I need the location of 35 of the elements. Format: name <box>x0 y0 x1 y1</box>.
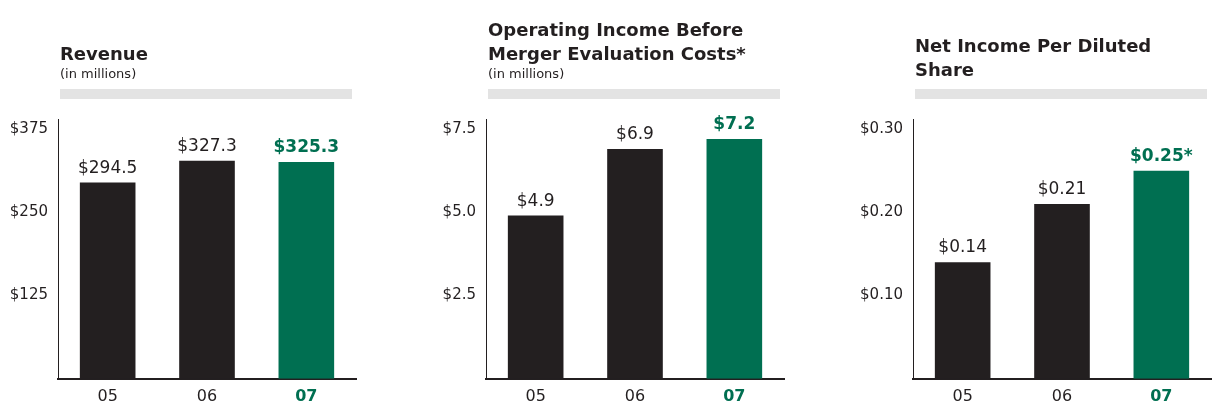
x-tick-label: 05 <box>97 385 118 405</box>
data-label: $0.21 <box>1037 177 1087 198</box>
data-label: $325.3 <box>273 136 340 157</box>
x-tick-label: 05 <box>952 385 973 405</box>
data-label: $6.9 <box>616 122 654 143</box>
y-tick-label: $7.5 <box>442 118 476 137</box>
data-label: $0.14 <box>938 236 987 257</box>
x-tick-label: 07 <box>723 385 746 405</box>
x-tick-label: 07 <box>295 385 318 405</box>
data-label: $294.5 <box>77 156 138 177</box>
chart-title: Operating Income Before Merger Evaluation Costs* <box>488 18 747 66</box>
x-tick-label: 06 <box>196 385 218 405</box>
y-tick-label: $2.5 <box>442 285 476 304</box>
data-label: $4.9 <box>516 189 555 210</box>
y-tick-label: $250 <box>9 202 48 221</box>
y-tick-label: $375 <box>9 118 48 137</box>
bar <box>1133 170 1190 379</box>
chart-subtitle: (in millions) <box>488 66 566 82</box>
x-tick-label: 06 <box>624 385 646 405</box>
bar <box>278 162 335 379</box>
y-tick-label: $0.10 <box>860 285 903 304</box>
x-tick-label: 06 <box>1051 385 1073 405</box>
data-label: $327.3 <box>177 134 237 155</box>
chart-subtitle: (in millions) <box>60 66 138 82</box>
y-tick-label: $0.20 <box>860 202 903 221</box>
y-tick-label: $5.0 <box>442 202 476 221</box>
data-label: $7.2 <box>713 112 756 133</box>
y-tick-label: $125 <box>9 285 48 304</box>
chart-title: Net Income Per Diluted Share <box>915 34 1153 82</box>
chart-title: Revenue <box>60 42 149 66</box>
data-label: $0.25* <box>1130 144 1193 165</box>
y-tick-label: $0.30 <box>860 118 903 137</box>
x-tick-label: 05 <box>525 385 546 405</box>
x-tick-label: 07 <box>1150 385 1173 405</box>
bar <box>706 138 763 379</box>
